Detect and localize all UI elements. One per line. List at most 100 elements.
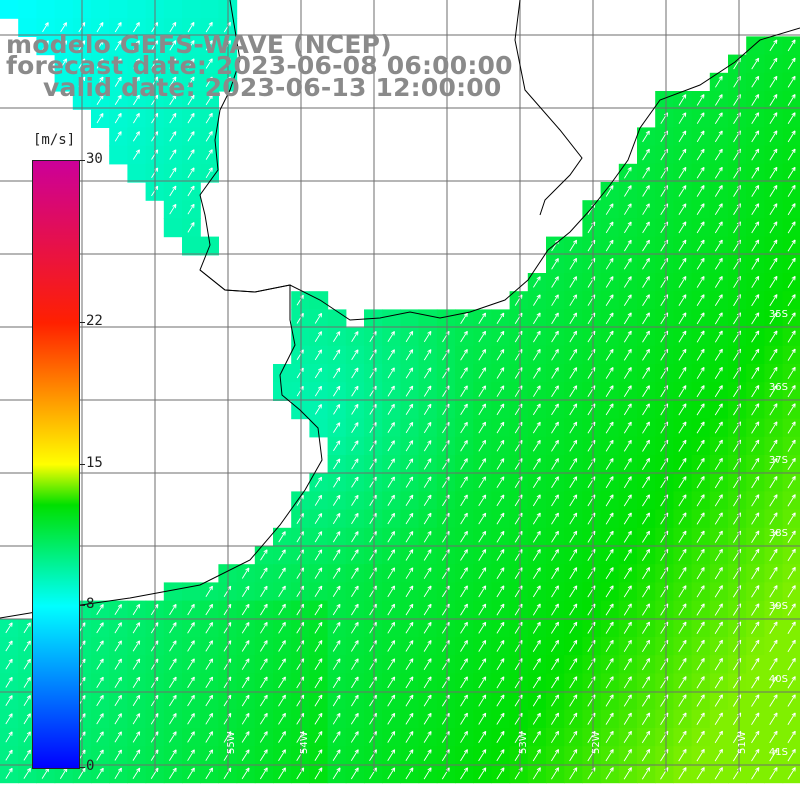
wind-cell <box>673 163 693 183</box>
wind-arrow <box>532 730 541 743</box>
wind-arrow <box>169 21 177 33</box>
wind-arrow <box>787 676 796 689</box>
wind-arrow <box>496 530 505 543</box>
wind-cell <box>127 709 147 729</box>
wind-arrow <box>678 621 687 634</box>
wind-cell <box>109 127 128 147</box>
wind-cell <box>746 691 765 711</box>
wind-arrow <box>478 349 487 361</box>
wind-arrow <box>478 621 487 634</box>
wind-cell <box>637 364 656 383</box>
wind-cell <box>600 637 620 656</box>
wind-arrow <box>623 403 632 416</box>
wind-cell <box>509 564 529 583</box>
wind-cell <box>600 564 620 583</box>
wind-cell <box>655 218 674 238</box>
wind-arrow <box>496 367 505 379</box>
wind-cell <box>382 327 401 347</box>
wind-arrow <box>678 166 687 179</box>
wind-cell <box>491 764 511 784</box>
wind-arrow <box>23 731 31 743</box>
wind-cell <box>400 527 420 547</box>
wind-arrow <box>460 440 468 452</box>
wind-cell <box>436 400 456 420</box>
wind-arrow <box>569 658 578 671</box>
wind-arrow <box>696 730 705 744</box>
wind-cell <box>618 364 638 383</box>
wind-cell <box>91 72 110 92</box>
wind-arrow <box>314 621 323 634</box>
wind-arrow <box>769 457 778 471</box>
wind-cell <box>564 764 583 784</box>
wind-arrow <box>714 694 723 707</box>
wind-cell <box>637 436 656 456</box>
wind-cell <box>273 527 292 547</box>
wind-cell <box>564 273 583 292</box>
colorbar-tick-mark <box>79 160 85 161</box>
wind-cell <box>527 345 547 365</box>
wind-arrow <box>42 22 49 33</box>
wind-arrow <box>332 512 341 525</box>
wind-arrow <box>441 694 450 707</box>
wind-arrow <box>533 367 541 379</box>
wind-arrow <box>260 640 268 652</box>
wind-arrow <box>405 676 414 689</box>
wind-cell <box>564 728 583 747</box>
wind-cell <box>127 728 147 747</box>
wind-cell <box>491 746 511 765</box>
wind-arrow <box>751 476 760 489</box>
wind-cell <box>254 618 274 638</box>
wind-cell <box>673 546 693 565</box>
wind-cell <box>236 691 256 711</box>
wind-cell <box>418 418 438 438</box>
wind-arrow <box>787 166 796 179</box>
wind-arrow <box>187 167 195 179</box>
wind-cell <box>655 655 674 674</box>
wind-arrow <box>169 167 177 179</box>
wind-cell <box>436 546 456 565</box>
wind-cell <box>691 582 711 602</box>
wind-cell <box>546 509 565 529</box>
wind-cell <box>54 0 74 19</box>
wind-cell <box>491 564 511 583</box>
wind-cell <box>473 364 492 383</box>
wind-cell <box>345 618 365 638</box>
wind-arrow <box>405 694 414 707</box>
wind-cell <box>673 746 693 765</box>
wind-cell <box>273 728 292 747</box>
wind-cell <box>382 746 401 765</box>
wind-cell <box>728 637 747 656</box>
wind-cell <box>200 0 219 19</box>
wind-cell <box>746 618 765 638</box>
wind-arrow <box>405 658 414 671</box>
wind-cell <box>182 200 201 219</box>
wind-arrow <box>623 621 632 634</box>
wind-arrow <box>351 603 359 616</box>
wind-cell <box>163 600 183 620</box>
wind-cell <box>691 327 711 347</box>
wind-cell <box>91 36 110 56</box>
wind-cell <box>436 436 456 456</box>
wind-arrow <box>696 494 705 507</box>
wind-arrow <box>460 767 469 780</box>
longitude-label: 54W <box>299 731 310 754</box>
wind-arrow <box>678 476 687 489</box>
wind-arrow <box>696 166 705 179</box>
wind-cell <box>309 546 329 565</box>
wind-cell <box>473 618 492 638</box>
wind-cell <box>655 618 674 638</box>
wind-cell <box>764 655 784 674</box>
wind-cell <box>637 637 656 656</box>
wind-cell <box>673 382 693 401</box>
wind-arrow <box>260 585 268 597</box>
wind-cell <box>382 546 401 565</box>
wind-arrow <box>605 403 614 416</box>
wind-arrow <box>460 349 468 361</box>
wind-arrow <box>787 566 796 580</box>
wind-cell <box>709 509 729 529</box>
wind-arrow <box>460 512 468 525</box>
wind-arrow <box>332 731 341 743</box>
wind-cell <box>637 218 656 238</box>
wind-cell <box>673 709 693 729</box>
wind-cell <box>527 455 547 474</box>
